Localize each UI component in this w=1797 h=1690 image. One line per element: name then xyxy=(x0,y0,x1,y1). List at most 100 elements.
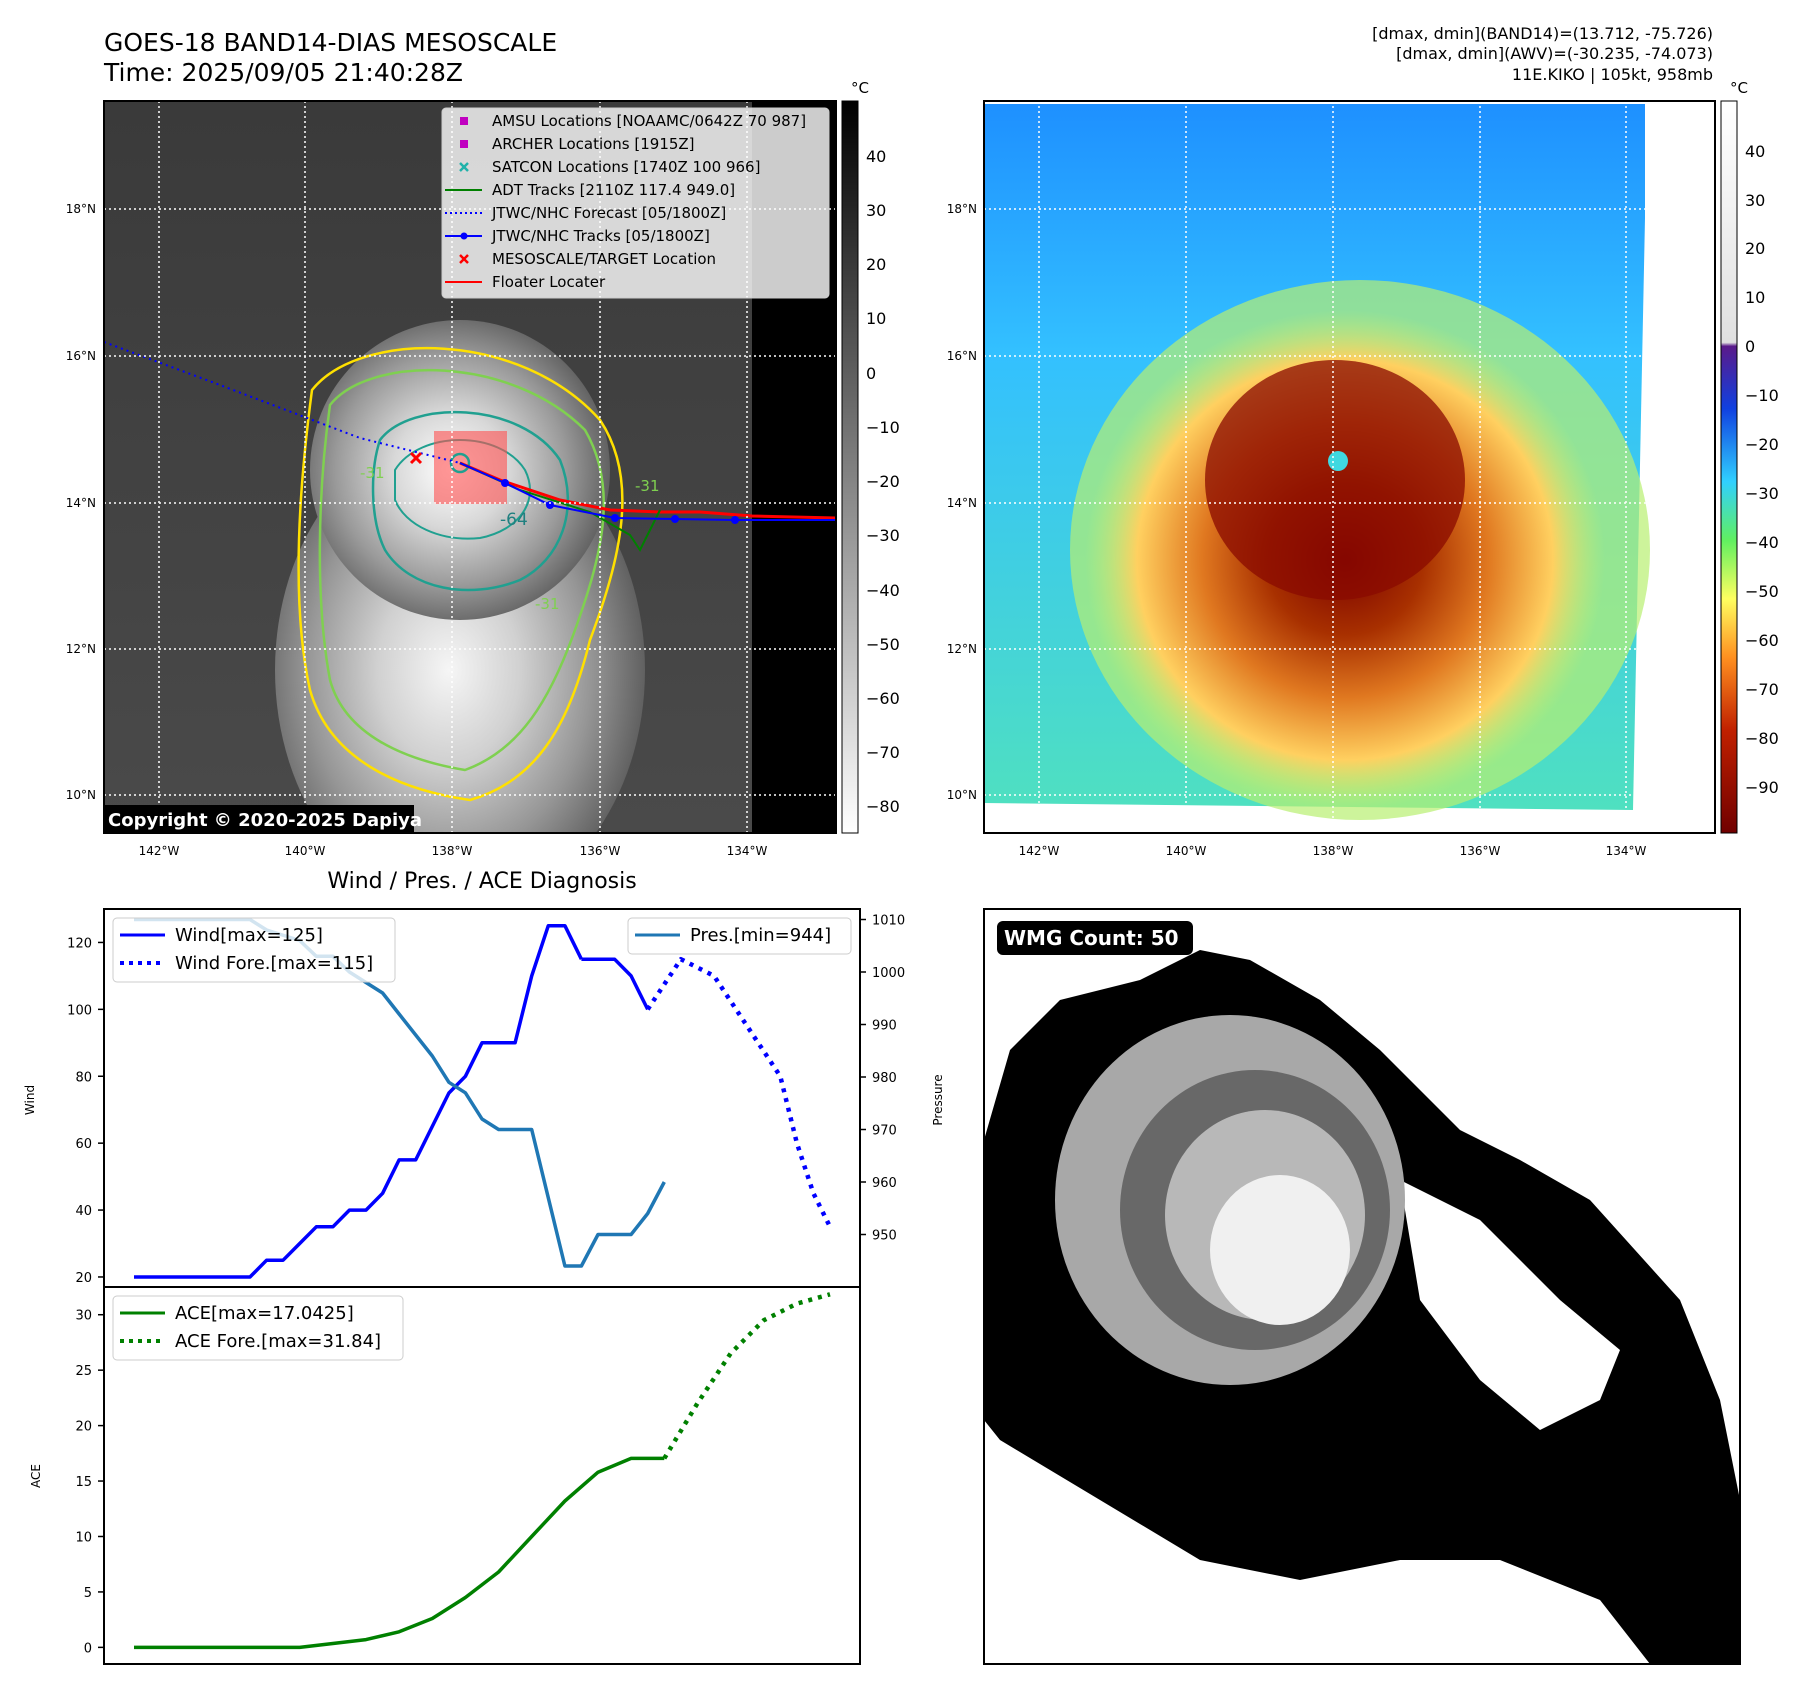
wmg-count-badge xyxy=(997,921,1193,955)
ir-contour-label-64: -64 xyxy=(500,510,528,530)
awv-lat-tick: 18°N xyxy=(947,202,977,216)
wind-pres-series-line-1 xyxy=(581,957,650,1011)
pressure-axis-label: Pressure xyxy=(931,1074,945,1125)
awv-lon-tick: 136°W xyxy=(1460,844,1501,858)
pres-legend-label: Pres.[min=944] xyxy=(690,925,831,946)
legend-marker-amsu xyxy=(460,117,468,125)
ir-contour-label-31a: -31 xyxy=(635,477,660,495)
wind-legend: Wind[max=125] Wind Fore.[max=115] xyxy=(112,917,396,983)
awv-lon-tick: 140°W xyxy=(1166,844,1207,858)
ir-lat-tick: 14°N xyxy=(66,496,96,510)
legend-item-forecast: JTWC/NHC Forecast [05/1800Z] xyxy=(491,204,726,222)
ir-cbar-tick: −60 xyxy=(866,689,900,708)
wind-tick-label: 20 xyxy=(75,1271,92,1286)
legend-marker-tracks-dot xyxy=(460,232,468,240)
legend-item-mesoscale: MESOSCALE/TARGET Location xyxy=(492,250,716,268)
ir-colorbar xyxy=(841,100,859,834)
ir-lon-tick: 136°W xyxy=(580,844,621,858)
ace-legend-label: ACE[max=17.0425] xyxy=(175,1303,354,1324)
wind-pres-series-line-2 xyxy=(645,956,833,1228)
legend-box xyxy=(441,107,830,299)
ir-lon-ticks: 142°W 140°W 138°W 136°W 134°W xyxy=(139,844,768,858)
copyright-box xyxy=(104,805,414,833)
pressure-axis-ticks: 950 960 970 980 990 1000 1010 xyxy=(860,914,905,1244)
diagnosis-title: Wind / Pres. / ACE Diagnosis xyxy=(327,869,636,894)
legend-item-amsu: AMSU Locations [NOAAMC/0642Z 70 987] xyxy=(492,112,806,130)
awv-cbar-tick: 0 xyxy=(1745,337,1755,356)
legend-item-satcon: SATCON Locations [1740Z 100 966] xyxy=(492,158,760,176)
wmg-clear-region xyxy=(1400,1180,1620,1430)
ir-legend: AMSU Locations [NOAAMC/0642Z 70 987] ARC… xyxy=(441,107,830,299)
jtwc-track-point xyxy=(671,515,679,523)
awv-lon-tick: 142°W xyxy=(1019,844,1060,858)
wind-tick-label: 80 xyxy=(75,1070,92,1085)
awv-lon-ticks: 142°W 140°W 138°W 136°W 134°W xyxy=(1019,844,1647,858)
awv-colorbar-ticks: 40 30 20 10 0 −10 −20 −30 −40 −50 −60 −7… xyxy=(1745,142,1779,797)
awv-cbar-tick: −90 xyxy=(1745,778,1779,797)
ace-tick-label: 25 xyxy=(75,1364,92,1379)
awv-cbar-tick: 20 xyxy=(1745,239,1765,258)
legend-marker-satcon xyxy=(459,162,469,172)
wind-pres-series-line-0 xyxy=(134,923,583,1279)
ir-lon-tick: 134°W xyxy=(727,844,768,858)
ir-cbar-tick: 40 xyxy=(866,147,886,166)
awv-lat-tick: 14°N xyxy=(947,496,977,510)
awv-cbar-tick: −70 xyxy=(1745,680,1779,699)
ace-axis-ticks: 0 5 10 15 20 25 30 xyxy=(75,1309,104,1656)
ir-colorbar-ticks: 40 30 20 10 0 −10 −20 −30 −40 −50 −60 −7… xyxy=(866,147,900,816)
jtwc-track-point xyxy=(611,514,619,522)
wind-pres-chart: 20 40 60 80 100 120 950 960 970 980 990 1000 1010 W… xyxy=(23,908,945,1288)
floater-locater-track xyxy=(459,461,836,520)
awv-cbar-tick: −50 xyxy=(1745,582,1779,601)
jtwc-forecast-track xyxy=(104,341,461,464)
ir-contour-green xyxy=(318,368,606,772)
ir-cbar-tick: −50 xyxy=(866,635,900,654)
awv-map-panel: °C 40 30 20 10 0 −10 −20 −30 −40 −50 −60… xyxy=(947,79,1779,858)
ir-cbar-tick: −20 xyxy=(866,472,900,491)
wind-legend-label: Wind[max=125] xyxy=(175,925,323,946)
legend-marker-archer xyxy=(460,140,468,148)
awv-colorbar-unit: °C xyxy=(1730,79,1748,97)
awv-cbar-tick: −30 xyxy=(1745,484,1779,503)
ace-series-line-0 xyxy=(134,1456,665,1650)
pressure-tick-label: 990 xyxy=(872,1019,897,1034)
mesoscale-target-marker xyxy=(409,451,423,465)
storm-info: 11E.KIKO | 105kt, 958mb xyxy=(1512,65,1713,84)
ir-cbar-tick: 0 xyxy=(866,364,876,383)
ir-lat-tick: 16°N xyxy=(66,349,96,363)
legend-item-floater: Floater Locater xyxy=(492,273,606,291)
ace-axis-label: ACE xyxy=(29,1464,43,1488)
jtwc-track-point xyxy=(501,479,509,487)
awv-lon-tick: 138°W xyxy=(1313,844,1354,858)
legend-item-tracks: JTWC/NHC Tracks [05/1800Z] xyxy=(491,227,710,245)
ir-map-panel: -64 -31 -31 -31 xyxy=(66,79,900,858)
awv-cbar-tick: −40 xyxy=(1745,533,1779,552)
ace-series-line-1 xyxy=(662,1292,831,1460)
awv-frame xyxy=(983,100,1716,834)
ir-lon-tick: 140°W xyxy=(285,844,326,858)
pressure-tick-label: 980 xyxy=(872,1071,897,1086)
pressure-tick-label: 970 xyxy=(872,1124,897,1139)
ir-frame xyxy=(103,100,837,834)
wind-tick-label: 60 xyxy=(75,1137,92,1152)
copyright-text: Copyright © 2020-2025 Dapiya xyxy=(108,810,422,831)
wind-tick-label: 100 xyxy=(67,1003,92,1018)
ir-lat-tick: 12°N xyxy=(66,642,96,656)
ir-lat-ticks: 18°N 16°N 14°N 12°N 10°N xyxy=(66,202,96,802)
pres-legend: Pres.[min=944] xyxy=(627,917,852,955)
ir-cbar-tick: −70 xyxy=(866,743,900,762)
wmg-frame xyxy=(983,908,1741,1665)
ir-cbar-tick: 30 xyxy=(866,201,886,220)
awv-lat-tick: 10°N xyxy=(947,788,977,802)
awv-colorbar xyxy=(1720,100,1738,834)
pressure-tick-label: 950 xyxy=(872,1229,897,1244)
ir-eye xyxy=(449,452,471,474)
pres-legend-box xyxy=(627,917,852,955)
jtwc-track-point xyxy=(731,516,739,524)
awv-cbar-tick: 10 xyxy=(1745,288,1765,307)
ace-legend: ACE[max=17.0425] ACE Fore.[max=31.84] xyxy=(112,1295,404,1361)
jtwc-track xyxy=(459,462,836,521)
ace-tick-label: 0 xyxy=(84,1641,92,1656)
awv-core xyxy=(1205,360,1465,600)
